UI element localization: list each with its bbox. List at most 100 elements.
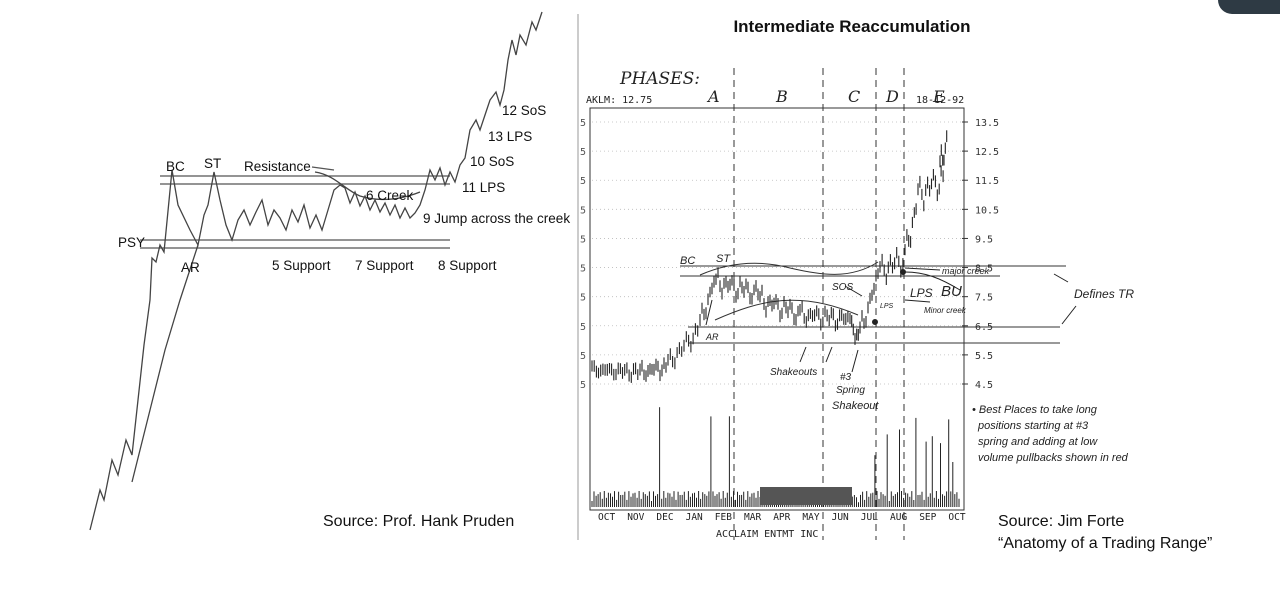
arrow-ar	[705, 299, 713, 326]
label-support-7: 7 Support	[355, 258, 414, 273]
arrow-spring	[851, 349, 859, 373]
phase-label: B	[775, 87, 788, 106]
month-label: JAN	[686, 512, 703, 523]
y-tick-label: 7.5	[975, 293, 993, 304]
phases-label: PHASES:	[619, 69, 700, 89]
bu-dot	[900, 269, 906, 275]
source-forte-line1: Source: Jim Forte	[998, 513, 1125, 530]
plot-frame	[589, 107, 965, 511]
label-resistance: Resistance	[244, 159, 311, 174]
left-tick-fragment: 5	[580, 118, 586, 129]
month-label: MAY	[802, 512, 819, 523]
left-tick-fragment: 5	[580, 176, 586, 187]
phase-labels: A B C D E	[706, 87, 945, 106]
annot-shakeout: Shakeout	[832, 400, 879, 412]
ticker-label: AKLM: 12.75	[586, 95, 652, 106]
y-tick-label: 10.5	[975, 205, 999, 216]
month-label: AUG	[890, 512, 907, 523]
annot-shakeouts: Shakeouts	[770, 367, 817, 378]
arrow-bu	[904, 271, 961, 291]
volume-series	[591, 407, 960, 507]
phase-label: A	[706, 87, 720, 106]
y-tick-label: 9.5	[975, 234, 993, 245]
label-st: ST	[204, 156, 221, 171]
label-ar: AR	[181, 260, 200, 275]
annot-lps-small: LPS	[880, 303, 894, 310]
arrow-sos	[844, 285, 863, 297]
trading-range-lines	[680, 261, 1066, 344]
arrow-lps	[904, 299, 931, 303]
annot-ar: AR	[705, 332, 719, 342]
source-pruden: Source: Prof. Hank Pruden	[323, 513, 515, 530]
date-label: 18-12-92	[916, 95, 964, 106]
month-label: JUL	[861, 512, 878, 523]
label-jump: 9 Jump across the creek	[423, 211, 570, 226]
label-sos-10: 10 SoS	[470, 154, 514, 169]
price-series	[591, 130, 948, 383]
window-corner-tab	[1218, 0, 1280, 14]
label-lps-11: 11 LPS	[462, 180, 505, 195]
annot-bu: BU	[941, 283, 962, 300]
left-tick-fragment: 5	[580, 322, 586, 333]
month-label: DEC	[656, 512, 673, 523]
annot-defines-tr: Defines TR	[1074, 287, 1134, 301]
y-tick-label: 4.5	[975, 380, 993, 391]
annot-sos: SOS	[832, 282, 853, 293]
label-psy: PSY	[118, 235, 145, 250]
label-support-5: 5 Support	[272, 258, 331, 273]
y-tick-label: 13.5	[975, 118, 999, 129]
annot-spring-number: #3	[840, 372, 852, 383]
left-tick-fragment: 5	[580, 293, 586, 304]
month-label: NOV	[627, 512, 644, 523]
month-label: JUN	[832, 512, 849, 523]
annotation-arrows	[705, 267, 1077, 373]
month-label: OCT	[598, 512, 615, 523]
arrow-major-creek	[904, 267, 941, 271]
schematic-rally-strand	[131, 244, 199, 483]
creek-arc	[699, 261, 879, 276]
phase-label: C	[848, 87, 860, 106]
arrow-defines-tr-down	[1061, 305, 1077, 325]
y-tick-label: 12.5	[975, 147, 999, 158]
schematic-price-path	[89, 11, 543, 531]
schematic-labels: PSY BC ST AR Resistance 6 Creek 9 Jump a…	[118, 103, 570, 275]
minor-creek-arc	[714, 299, 859, 321]
chart-footer: ACCLAIM ENTMT INC	[716, 529, 818, 540]
y-tick-label: 5.5	[975, 351, 993, 362]
left-tick-fragments: 5 5 5 5 5 5 5 5 5 5	[580, 118, 586, 391]
left-tick-fragment: 5	[580, 147, 586, 158]
left-tick-fragment: 5	[580, 351, 586, 362]
label-sos-12: 12 SoS	[502, 103, 546, 118]
month-label: OCT	[948, 512, 965, 523]
left-tick-fragment: 5	[580, 264, 586, 275]
note-line: positions starting at #3	[977, 420, 1089, 432]
annot-minor-creek: Minor creek	[924, 306, 967, 315]
source-forte-line2: “Anatomy of a Trading Range”	[998, 535, 1213, 552]
resistance-leader	[311, 166, 335, 171]
label-creek: 6 Creek	[366, 188, 414, 203]
wyckoff-schematic	[89, 11, 543, 531]
arrow-shakeout-2	[825, 346, 833, 363]
left-tick-fragment: 5	[580, 380, 586, 391]
annot-st: ST	[716, 253, 731, 265]
note-line: spring and adding at low	[978, 436, 1098, 448]
annot-spring: Spring	[836, 385, 865, 396]
annot-major-creek: major creek	[942, 266, 990, 276]
y-tick-label: 11.5	[975, 176, 999, 187]
note-line: volume pullbacks shown in red	[978, 452, 1129, 464]
handwritten-annotations: BC ST AR SOS LPS BU LPS major creek Mino…	[680, 253, 1134, 412]
label-lps-13: 13 LPS	[488, 129, 532, 144]
spring-dot	[872, 319, 878, 325]
handwritten-notes: • Best Places to take long positions star…	[972, 404, 1129, 464]
left-tick-fragment: 5	[580, 205, 586, 216]
phase-label: D	[885, 87, 899, 106]
month-labels: OCT NOV DEC JAN FEB MAR APR MAY JUN JUL AUG SEP OCT	[598, 512, 966, 523]
y-axis-ticks: 13.512.511.510.59.58.57.56.55.54.5	[962, 118, 999, 391]
left-tick-fragment: 5	[580, 234, 586, 245]
dotted-grid	[592, 121, 962, 385]
annot-lps: LPS	[910, 286, 933, 300]
phase-label: E	[932, 87, 945, 106]
chart-title: Intermediate Reaccumulation	[733, 17, 970, 36]
volume-block	[760, 487, 852, 505]
note-line: • Best Places to take long	[972, 404, 1098, 416]
